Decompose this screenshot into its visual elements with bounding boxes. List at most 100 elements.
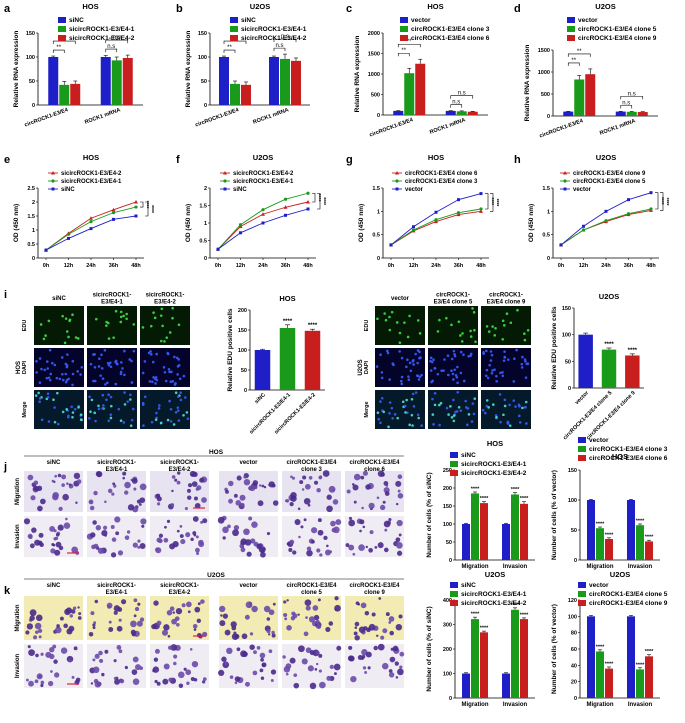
column-label: sicircROCK1- [97, 460, 136, 466]
bar [254, 350, 271, 390]
significance-bracket [223, 40, 247, 45]
cell-blob [109, 365, 113, 369]
x-tick-label: 12h [579, 263, 589, 269]
cell-blob [268, 649, 273, 654]
chart-title: HOS [487, 439, 503, 448]
cell-blob [331, 527, 337, 533]
bar [219, 57, 229, 105]
x-tick-label: 12h [409, 263, 419, 269]
legend-marker [51, 187, 55, 191]
series-point [261, 221, 265, 225]
cell-blob [169, 380, 173, 383]
significance-bracket [620, 96, 644, 100]
cell-blob [153, 657, 159, 662]
cell-blob [369, 530, 374, 535]
cell-blob [63, 522, 71, 529]
cell-blob [309, 682, 317, 690]
cell-blob [403, 321, 406, 324]
cell-blob [491, 325, 494, 328]
legend-label: sicircROCK1-E3/E4-1 [461, 591, 527, 598]
legend-label: siNC [241, 17, 256, 24]
legend-swatch [450, 452, 458, 458]
cell-blob [259, 652, 266, 659]
cell-blob [502, 413, 505, 417]
chart-title: HOS [427, 2, 443, 11]
cell-blob [400, 382, 404, 386]
series-point [479, 192, 483, 196]
cell-blob [316, 651, 320, 655]
cell-blob [376, 496, 380, 500]
cell-blob [378, 597, 382, 600]
cell-blob [322, 470, 330, 477]
cell-blob [319, 475, 323, 479]
cell-blob [149, 353, 153, 356]
cell-blob [130, 359, 133, 363]
cell-blob [65, 330, 69, 333]
cell-blob [312, 605, 319, 611]
cell-blob [199, 477, 205, 483]
cell-blob [124, 535, 130, 540]
cell-blob [103, 348, 107, 352]
cell-blob [450, 323, 453, 327]
cell-blob [168, 677, 173, 682]
series-point [66, 232, 71, 236]
cell-blob [114, 516, 121, 523]
significance-bracket [490, 193, 494, 212]
cell-blob [54, 672, 60, 678]
legend-label: vector [589, 437, 609, 444]
y-tick-label: 0 [547, 256, 550, 262]
cell-blob [487, 330, 491, 333]
cell-blob [239, 494, 246, 501]
cell-blob [289, 539, 295, 545]
column-label: sicircROCK1- [160, 583, 199, 589]
cell-blob [246, 551, 252, 557]
significance-label: **** [143, 201, 149, 209]
cell-blob [99, 374, 102, 377]
cell-blob [263, 605, 271, 613]
cell-blob [284, 617, 288, 621]
cell-blob [456, 390, 460, 394]
cell-blob [499, 371, 502, 375]
y-tick-label: 400 [443, 598, 452, 604]
cell-blob [105, 320, 108, 324]
cell-blob [156, 620, 162, 626]
column-label: clone 9 [364, 590, 385, 596]
x-tick-label: circROCK1-E3/E4 [24, 107, 70, 129]
bar [563, 111, 574, 116]
cell-blob [23, 518, 31, 525]
cell-blob [90, 682, 94, 685]
cell-blob [382, 628, 388, 634]
column-label: clone 5 [301, 590, 322, 596]
significance-label: n.s [275, 43, 283, 49]
chart-f: U2OS OD (450 nm) 0 0.5 1 1.5 2 0h 12h 24h 36h 48h si… [185, 153, 326, 269]
cell-blob [131, 478, 138, 484]
cell-blob [472, 412, 476, 416]
cell-blob [93, 365, 97, 369]
bar [627, 500, 635, 560]
series-point [479, 209, 483, 213]
cell-blob [416, 349, 420, 352]
cell-blob [313, 614, 320, 621]
cell-blob [162, 678, 169, 685]
y-tick-label: 20 [571, 680, 577, 686]
cell-blob [117, 550, 124, 556]
cell-blob [166, 418, 170, 422]
y-tick-label: 0.5 [199, 239, 207, 245]
cell-blob [318, 653, 323, 658]
row-label: Merge [364, 401, 370, 417]
significance-label: **** [605, 661, 614, 667]
legend-marker [395, 179, 399, 183]
legend-swatch [230, 26, 238, 32]
significance-label: **** [480, 626, 489, 632]
cell-blob [156, 496, 162, 502]
bar [230, 83, 240, 105]
y-tick-label: 1000 [538, 70, 550, 76]
column-label: E3/E4-1 [106, 467, 128, 473]
y-axis-label: Relative RNA expression [185, 31, 192, 108]
bar [637, 112, 648, 116]
cell-blob [161, 324, 164, 328]
significance-label: n.s [628, 91, 636, 97]
significance-label: ** [56, 45, 61, 51]
cell-blob [348, 645, 353, 651]
cell-blob [375, 365, 379, 368]
